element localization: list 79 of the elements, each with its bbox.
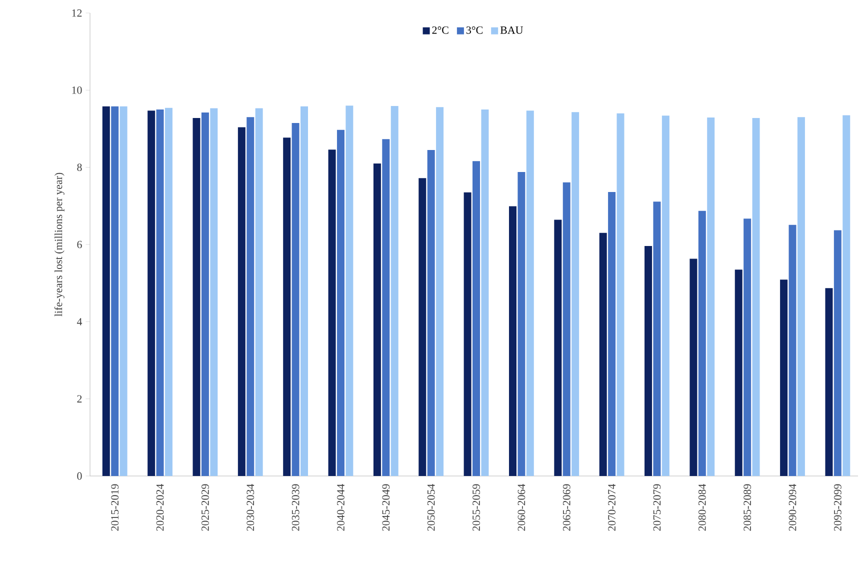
bar	[255, 108, 263, 476]
x-tick-label: 2085-2089	[744, 484, 752, 531]
bar	[148, 110, 156, 476]
bar	[834, 230, 842, 476]
bar	[616, 113, 624, 476]
x-tick-label: 2045-2049	[382, 484, 390, 531]
y-tick-label: 12	[72, 9, 82, 17]
bar	[608, 192, 616, 476]
bar	[102, 106, 110, 476]
bar	[418, 178, 426, 476]
x-tick-label: 2055-2059	[472, 484, 480, 531]
y-tick-label: 6	[77, 240, 82, 248]
bar	[562, 182, 570, 476]
bar	[526, 110, 534, 476]
bar	[120, 106, 128, 476]
bar	[464, 192, 472, 476]
bar	[599, 232, 607, 476]
x-tick-label: 2025-2029	[202, 484, 209, 531]
bar	[283, 138, 291, 476]
bar	[246, 117, 254, 476]
bar	[518, 172, 526, 476]
bar	[292, 122, 300, 476]
x-tick-label: 2050-2054	[427, 484, 435, 531]
y-tick-label: 2	[77, 395, 82, 402]
bar	[164, 108, 172, 476]
legend-label: BAU	[500, 26, 523, 34]
legend-label: 2°C	[432, 26, 448, 34]
bar	[644, 246, 652, 476]
bar	[698, 210, 706, 476]
bar	[238, 127, 246, 476]
x-tick-label: 2080-2084	[698, 484, 706, 531]
y-axis-title: life-years lost (millions per year)	[54, 172, 64, 316]
x-tick-label: 2015-2019	[111, 484, 119, 531]
bar	[662, 116, 670, 476]
bar	[572, 112, 580, 476]
bar	[300, 106, 308, 476]
bar	[328, 150, 336, 476]
bar	[201, 112, 209, 476]
bar	[508, 206, 516, 476]
x-tick-label: 2095-2099	[834, 484, 842, 531]
bar	[734, 270, 742, 476]
bar	[373, 163, 381, 476]
bar	[653, 202, 661, 476]
bar	[346, 106, 354, 476]
x-tick-label: 2035-2039	[292, 484, 300, 531]
x-tick-label: 2070-2074	[608, 484, 616, 531]
x-tick-label: 2090-2094	[788, 484, 796, 531]
x-tick-label: 2030-2034	[246, 484, 254, 531]
x-tick-label: 2020-2024	[156, 484, 164, 531]
bar	[390, 106, 398, 476]
y-tick-label: 10	[72, 86, 82, 94]
bar	[554, 220, 562, 476]
bar	[744, 218, 752, 476]
bar	[427, 150, 435, 476]
bar	[788, 224, 796, 476]
bar	[336, 130, 344, 476]
bar	[382, 139, 390, 476]
bar	[797, 117, 805, 476]
bar	[192, 118, 200, 476]
x-tick-label: 2040-2044	[337, 484, 344, 531]
bar	[752, 118, 760, 476]
legend-label: 3°C	[466, 26, 482, 34]
bar	[481, 109, 489, 476]
bar	[780, 280, 788, 476]
bar	[825, 288, 833, 476]
x-tick-label: 2075-2079	[653, 484, 661, 531]
x-tick-label: 2060-2064	[518, 484, 526, 531]
bar	[842, 115, 850, 476]
bar	[111, 106, 119, 476]
bar	[156, 109, 164, 476]
bar	[690, 258, 698, 476]
bar	[472, 161, 480, 476]
bar	[707, 118, 715, 476]
y-tick-label: 8	[77, 164, 82, 172]
x-tick-label: 2065-2069	[562, 484, 570, 531]
y-tick-label: 4	[76, 318, 82, 326]
y-tick-label: 0	[77, 472, 82, 480]
bar	[436, 107, 444, 476]
bar	[210, 108, 218, 476]
